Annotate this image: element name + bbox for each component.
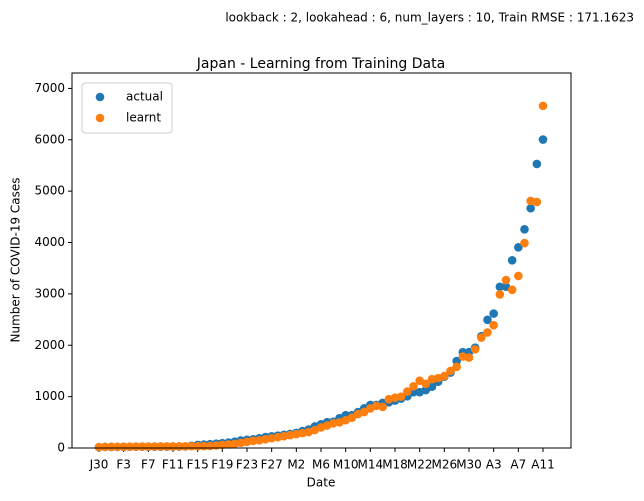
x-tick-label: M14	[358, 458, 384, 472]
x-tick-label: M10	[333, 458, 359, 472]
y-tick-label: 1000	[34, 389, 65, 403]
point	[409, 382, 418, 391]
point	[131, 442, 141, 451]
point	[248, 436, 258, 446]
point	[144, 442, 153, 451]
point	[483, 328, 492, 337]
y-axis-label: Number of COVID-19 Cases	[9, 177, 23, 342]
point	[100, 442, 110, 452]
point	[470, 345, 480, 354]
point	[396, 392, 406, 401]
legend-box	[81, 82, 173, 134]
point	[224, 440, 233, 449]
point	[538, 101, 548, 111]
point	[440, 371, 449, 381]
point	[532, 159, 542, 169]
suptitle: lookback : 2, lookahead : 6, num_layers …	[225, 11, 634, 25]
point	[495, 282, 505, 292]
point	[137, 442, 147, 451]
point	[174, 442, 184, 451]
point	[495, 290, 505, 299]
point	[446, 366, 455, 376]
x-tick-label: J30	[89, 458, 109, 472]
x-tick-label: F15	[187, 458, 209, 472]
point	[150, 442, 159, 451]
point	[507, 285, 517, 295]
point	[218, 440, 227, 450]
plot-frame	[71, 72, 572, 449]
x-tick-label: A7	[510, 458, 526, 472]
y-tick-label: 3000	[34, 286, 65, 300]
point	[107, 442, 116, 452]
y-tick-label: 0	[57, 441, 65, 455]
x-tick-label: M18	[382, 458, 408, 472]
point	[489, 320, 498, 330]
point	[501, 275, 511, 285]
x-tick-label: M6	[312, 458, 330, 472]
point	[162, 442, 172, 451]
x-tick-label: F11	[162, 458, 184, 472]
x-tick-label: F27	[261, 458, 283, 472]
point	[156, 442, 165, 451]
x-tick-label: F19	[211, 458, 233, 472]
point	[532, 197, 542, 207]
x-tick-label: F23	[236, 458, 258, 472]
x-tick-label: M2	[287, 458, 305, 472]
y-tick-label: 7000	[34, 81, 65, 95]
point	[526, 203, 535, 213]
point	[538, 135, 548, 144]
point	[464, 353, 474, 362]
y-tick-label: 6000	[34, 132, 65, 146]
x-tick-label: M30	[456, 458, 482, 472]
point	[483, 315, 492, 325]
y-tick-label: 4000	[34, 235, 65, 249]
point	[452, 362, 461, 372]
x-tick-label: F3	[116, 458, 131, 472]
point	[378, 402, 387, 412]
point	[94, 442, 104, 452]
legend-marker	[95, 92, 105, 102]
legend-marker	[95, 113, 105, 123]
x-tick-label: F7	[141, 458, 156, 472]
point	[421, 379, 431, 389]
x-tick-label: M22	[407, 458, 433, 472]
point	[520, 238, 529, 248]
x-tick-label: A11	[531, 458, 554, 472]
point	[477, 333, 486, 342]
point	[507, 255, 517, 265]
point	[168, 442, 178, 451]
x-tick-label: M26	[432, 458, 458, 472]
point	[125, 442, 135, 451]
point	[119, 442, 128, 452]
point	[514, 243, 523, 252]
point	[489, 309, 498, 318]
x-tick-label: A3	[486, 458, 502, 472]
point	[403, 387, 412, 396]
y-tick-label: 5000	[34, 184, 65, 198]
point	[520, 225, 529, 234]
chart-title: Japan - Learning from Training Data	[196, 56, 445, 72]
legend-label: learnt	[126, 111, 161, 125]
point	[514, 271, 523, 281]
y-tick-label: 2000	[34, 338, 65, 352]
point	[113, 442, 122, 452]
x-axis-label: Date	[307, 476, 336, 490]
legend-label: actual	[126, 90, 163, 104]
